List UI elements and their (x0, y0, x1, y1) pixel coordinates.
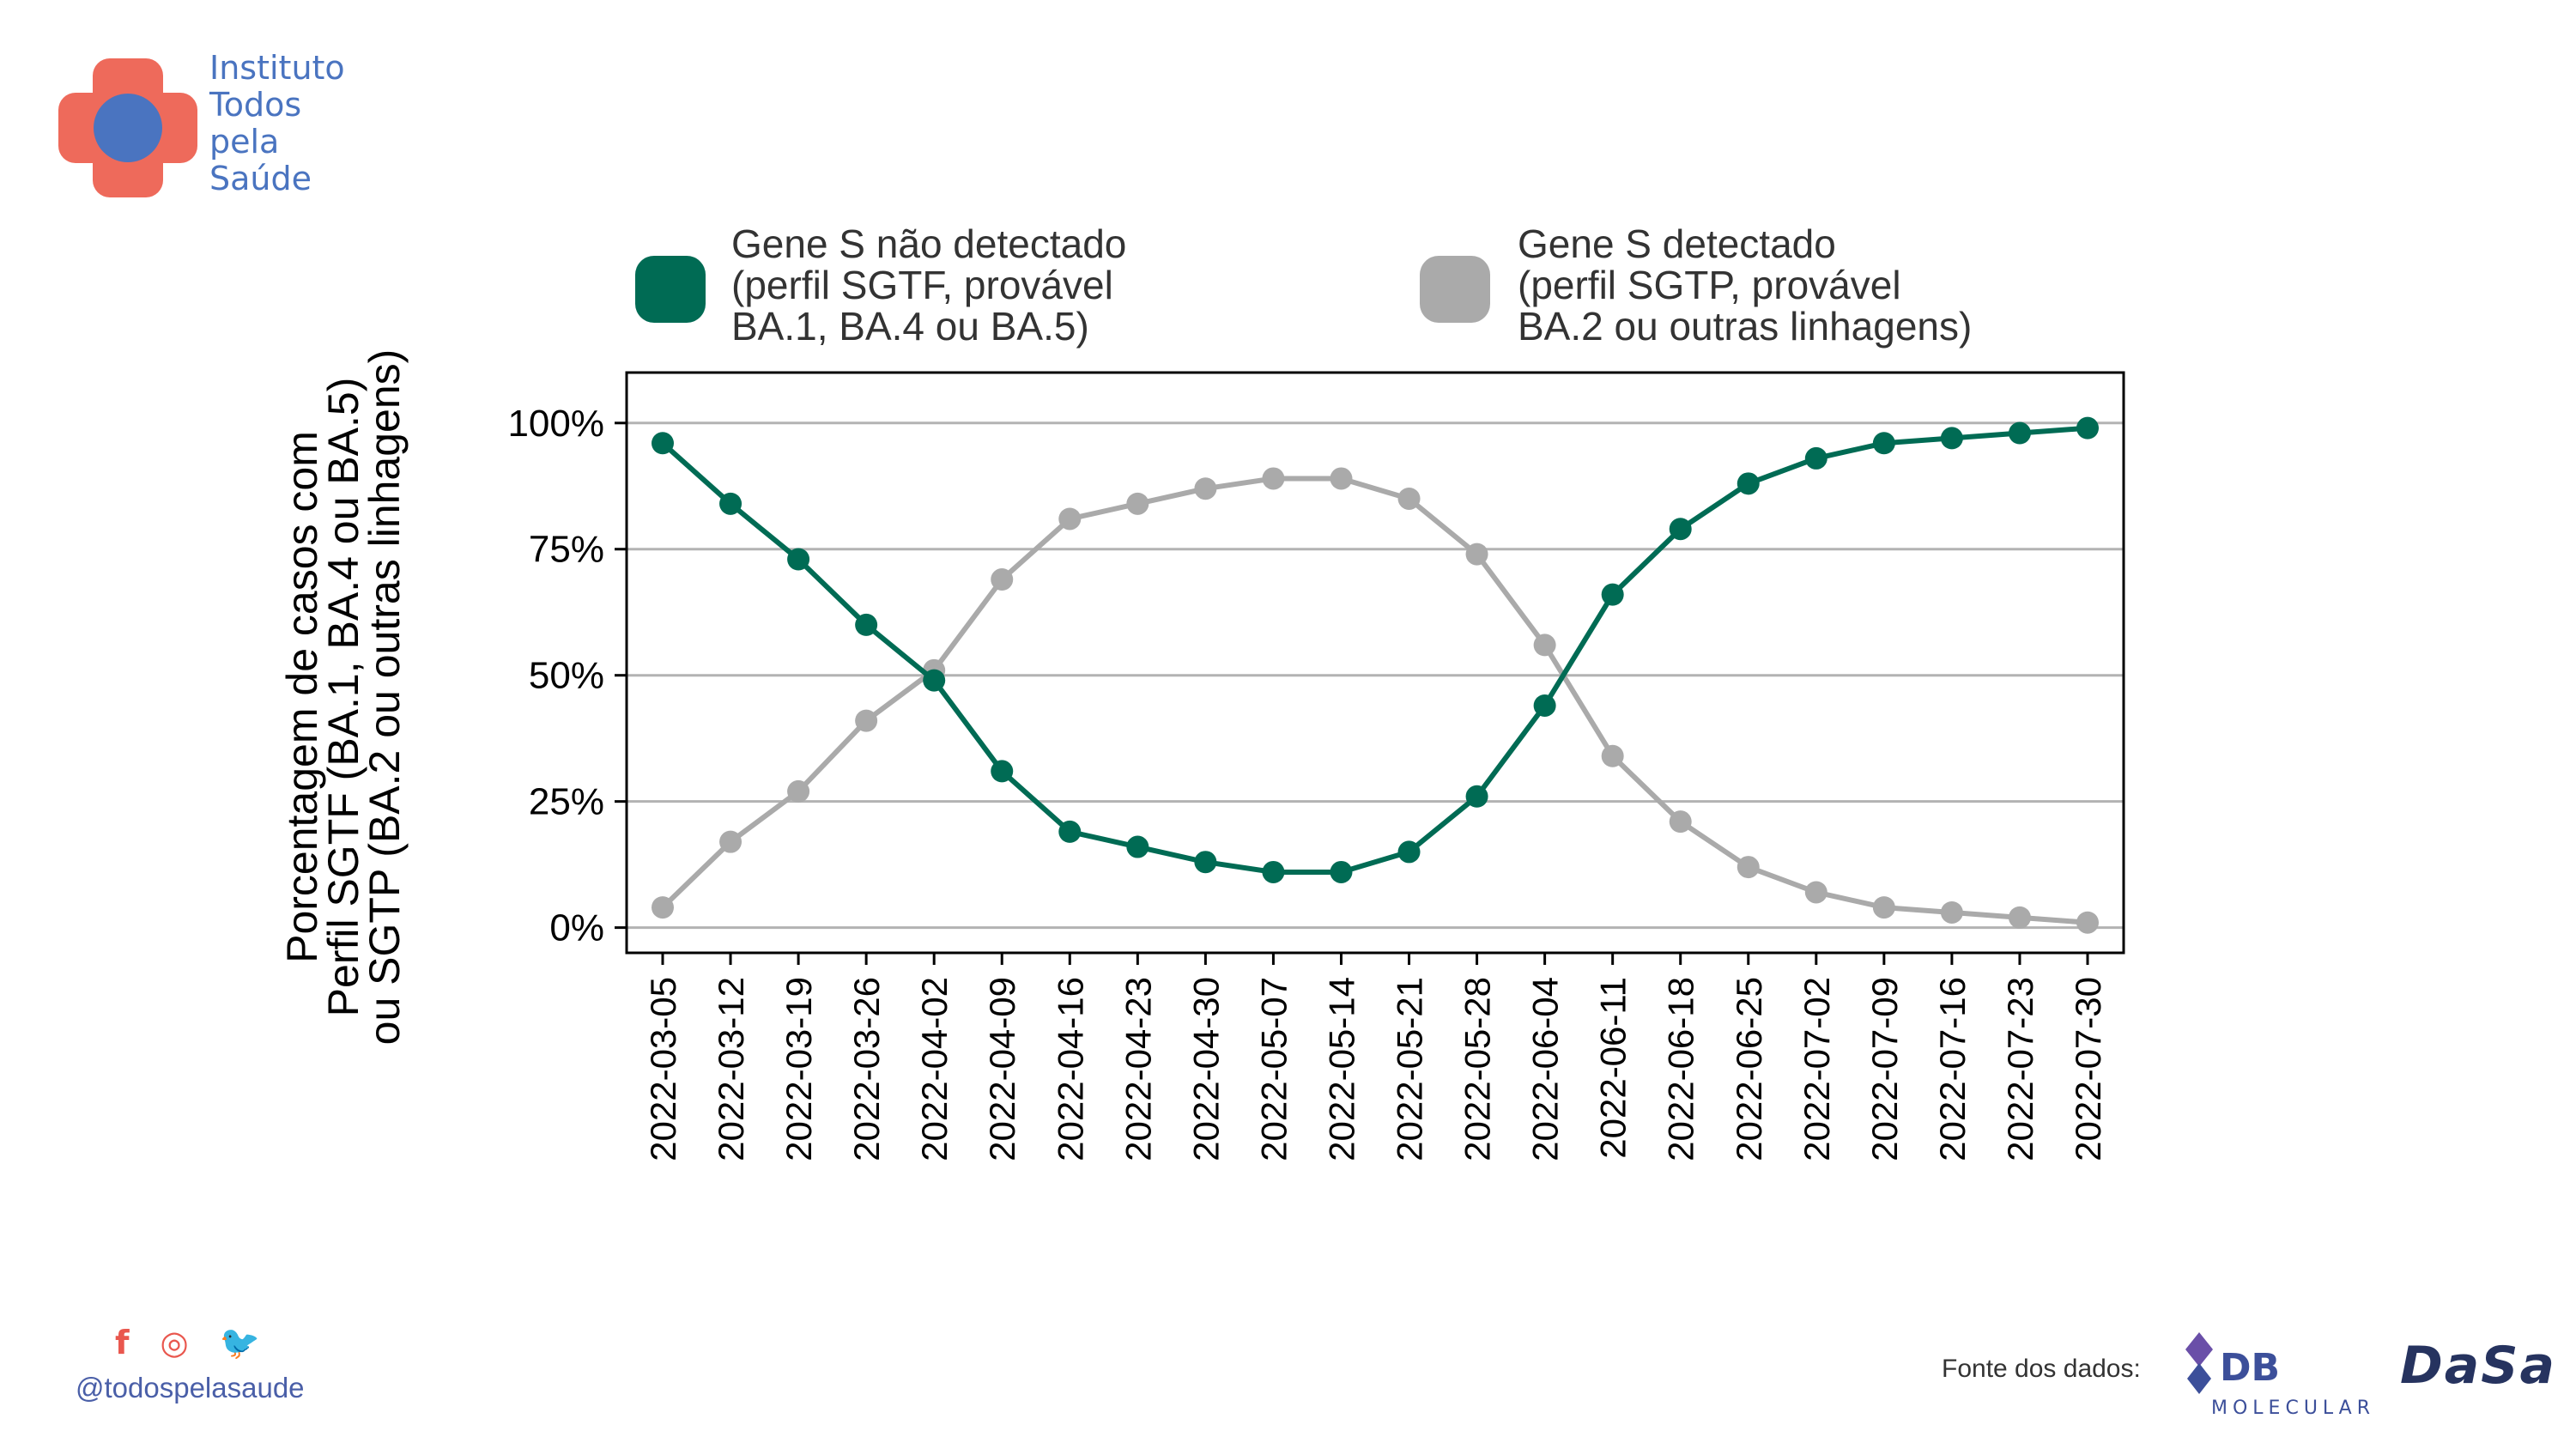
data-point (923, 669, 946, 692)
x-tick-label: 2022-06-25 (1729, 977, 1769, 1161)
y-tick-label: 25% (529, 781, 604, 823)
data-point (1397, 840, 1421, 864)
data-point (1601, 583, 1624, 606)
data-point (787, 548, 810, 571)
data-point (1669, 810, 1692, 834)
data-point (1601, 744, 1624, 767)
x-tick-label: 2022-03-19 (779, 977, 819, 1161)
data-source-label: Fonte dos dados: (1942, 1355, 2141, 1383)
plot-frame (625, 371, 2125, 955)
x-tick-label: 2022-04-02 (914, 977, 955, 1161)
data-point (1126, 835, 1149, 858)
data-point (1940, 427, 1963, 450)
series (652, 416, 2099, 934)
y-tick-label: 0% (549, 907, 604, 949)
legend-swatch-sgtp (1420, 256, 1490, 323)
data-point (719, 492, 742, 515)
data-point (1194, 851, 1217, 874)
x-tick-label: 2022-04-16 (1050, 977, 1090, 1161)
data-point (787, 779, 810, 803)
data-point (1804, 446, 1827, 470)
data-point (1940, 900, 1963, 924)
brand-name-line: Todos (209, 86, 302, 124)
data-point (991, 760, 1014, 783)
series-sgtp (652, 467, 2099, 934)
brand-name-line: Saúde (209, 160, 312, 197)
x-tick-label: 2022-05-14 (1321, 977, 1361, 1161)
data-point (652, 896, 674, 919)
db-logo-sub: MOLECULAR (2211, 1397, 2376, 1419)
x-tick-label: 2022-04-30 (1185, 977, 1226, 1161)
data-point (991, 568, 1014, 591)
x-tick-label: 2022-07-30 (2068, 977, 2108, 1161)
social-handle[interactable]: @todospelasaude (76, 1372, 305, 1404)
dasa-logo: DaSa (2400, 1336, 2556, 1396)
data-point (2008, 906, 2031, 929)
data-point (1669, 518, 1692, 541)
x-tick-label: 2022-06-11 (1593, 977, 1633, 1159)
data-point (855, 709, 878, 732)
data-point (1465, 785, 1488, 808)
data-point (1330, 467, 1353, 490)
y-tick-label: 50% (529, 655, 604, 697)
instagram-icon[interactable]: ◎ (160, 1324, 189, 1361)
data-point (1737, 856, 1760, 879)
data-point (1262, 467, 1285, 490)
db-molecular-logo-mark (2185, 1332, 2213, 1394)
data-point (1533, 694, 1556, 717)
data-point (2008, 421, 2031, 445)
data-point (1465, 543, 1488, 566)
x-tick-label: 2022-05-28 (1458, 977, 1498, 1161)
brand-name-line: pela (209, 123, 280, 161)
x-tick-label: 2022-03-26 (846, 977, 887, 1161)
data-point (2076, 911, 2099, 934)
x-tick-label: 2022-07-16 (1932, 977, 1973, 1161)
data-point (1126, 492, 1149, 515)
data-point (855, 613, 878, 636)
x-tick-label: 2022-07-23 (2000, 977, 2040, 1161)
x-tick-label: 2022-07-09 (1864, 977, 1905, 1161)
data-point (652, 432, 674, 455)
y-tick-label: 75% (529, 529, 604, 571)
data-point (1533, 634, 1556, 657)
data-point (1872, 896, 1895, 919)
twitter-icon[interactable]: 🐦 (219, 1324, 261, 1361)
data-point (1262, 860, 1285, 883)
legend-label-sgtf: Gene S não detectado (perfil SGTF, prová… (731, 221, 1127, 349)
data-point (719, 830, 742, 853)
x-tick-label: 2022-05-07 (1253, 977, 1294, 1161)
data-point (1804, 881, 1827, 904)
brand-logo-mark (58, 58, 197, 197)
legend-swatch-sgtf (635, 256, 706, 323)
facebook-icon[interactable]: f (115, 1324, 130, 1361)
db-logo-main: DB (2220, 1346, 2281, 1390)
series-line (660, 476, 2088, 925)
x-tick-label: 2022-05-21 (1390, 977, 1430, 1161)
x-tick-label: 2022-06-04 (1525, 977, 1566, 1161)
legend-label-sgtp: Gene S detectado (perfil SGTP, provável … (1518, 221, 1973, 349)
gridlines (627, 421, 2124, 930)
social-icons: f ◎ 🐦 (115, 1325, 260, 1360)
x-tick-label: 2022-03-05 (643, 977, 683, 1161)
axes: 0% 25% 50% 75% 100% 2022-03-05 2022-03-12 2022-… (507, 403, 2108, 1161)
brand-name-line: Instituto (209, 49, 345, 87)
data-point (1058, 507, 1082, 530)
data-point (1330, 860, 1353, 883)
data-point (1872, 432, 1895, 455)
x-tick-label: 2022-06-18 (1661, 977, 1701, 1161)
series-line (661, 425, 2088, 875)
brand-name: Instituto Todos pela Saúde (209, 50, 345, 197)
data-point (1194, 477, 1217, 500)
x-tick-label: 2022-03-12 (711, 977, 751, 1161)
data-point (1058, 820, 1082, 843)
x-tick-label: 2022-04-09 (982, 977, 1022, 1161)
x-tick-label: 2022-07-02 (1797, 977, 1837, 1161)
x-tick-label: 2022-04-23 (1118, 977, 1158, 1161)
data-point (2076, 416, 2099, 440)
data-point (1397, 487, 1421, 510)
data-point (1737, 472, 1760, 495)
y-tick-label: 100% (507, 403, 604, 445)
series-sgtf (652, 416, 2099, 883)
